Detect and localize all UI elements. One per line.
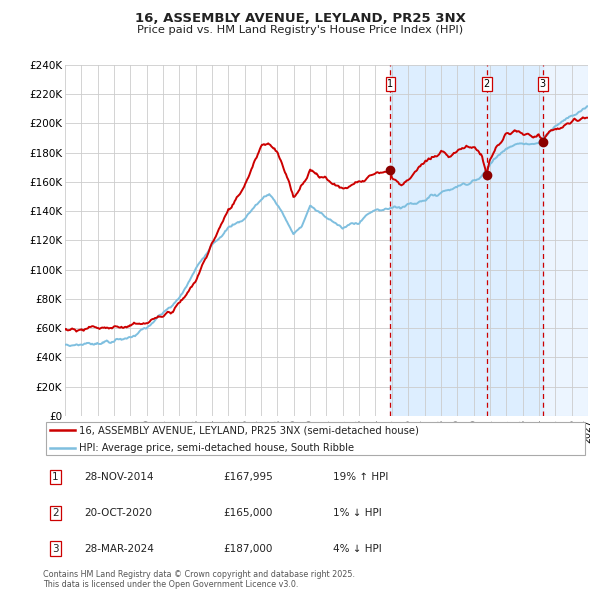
Text: 2: 2 (52, 508, 59, 518)
Text: 3: 3 (540, 79, 546, 89)
Text: 1: 1 (387, 79, 394, 89)
Text: £187,000: £187,000 (223, 543, 273, 553)
Text: 3: 3 (52, 543, 59, 553)
Bar (543, 65, 588, 416)
Text: Contains HM Land Registry data © Crown copyright and database right 2025.
This d: Contains HM Land Registry data © Crown c… (43, 570, 355, 589)
Text: 4% ↓ HPI: 4% ↓ HPI (332, 543, 382, 553)
Bar (391, 65, 487, 416)
Text: 16, ASSEMBLY AVENUE, LEYLAND, PR25 3NX (semi-detached house): 16, ASSEMBLY AVENUE, LEYLAND, PR25 3NX (… (79, 425, 419, 435)
Text: 2: 2 (484, 79, 490, 89)
Text: 28-NOV-2014: 28-NOV-2014 (84, 472, 154, 482)
FancyBboxPatch shape (46, 422, 586, 455)
Text: £165,000: £165,000 (223, 508, 273, 518)
Text: HPI: Average price, semi-detached house, South Ribble: HPI: Average price, semi-detached house,… (79, 442, 354, 453)
Text: 1: 1 (52, 472, 59, 482)
Text: Price paid vs. HM Land Registry's House Price Index (HPI): Price paid vs. HM Land Registry's House … (137, 25, 463, 35)
Text: £167,995: £167,995 (223, 472, 273, 482)
Text: 28-MAR-2024: 28-MAR-2024 (84, 543, 154, 553)
Bar (487, 65, 543, 416)
Text: 1% ↓ HPI: 1% ↓ HPI (332, 508, 382, 518)
Text: 19% ↑ HPI: 19% ↑ HPI (332, 472, 388, 482)
Text: 16, ASSEMBLY AVENUE, LEYLAND, PR25 3NX: 16, ASSEMBLY AVENUE, LEYLAND, PR25 3NX (134, 12, 466, 25)
Text: 20-OCT-2020: 20-OCT-2020 (84, 508, 152, 518)
